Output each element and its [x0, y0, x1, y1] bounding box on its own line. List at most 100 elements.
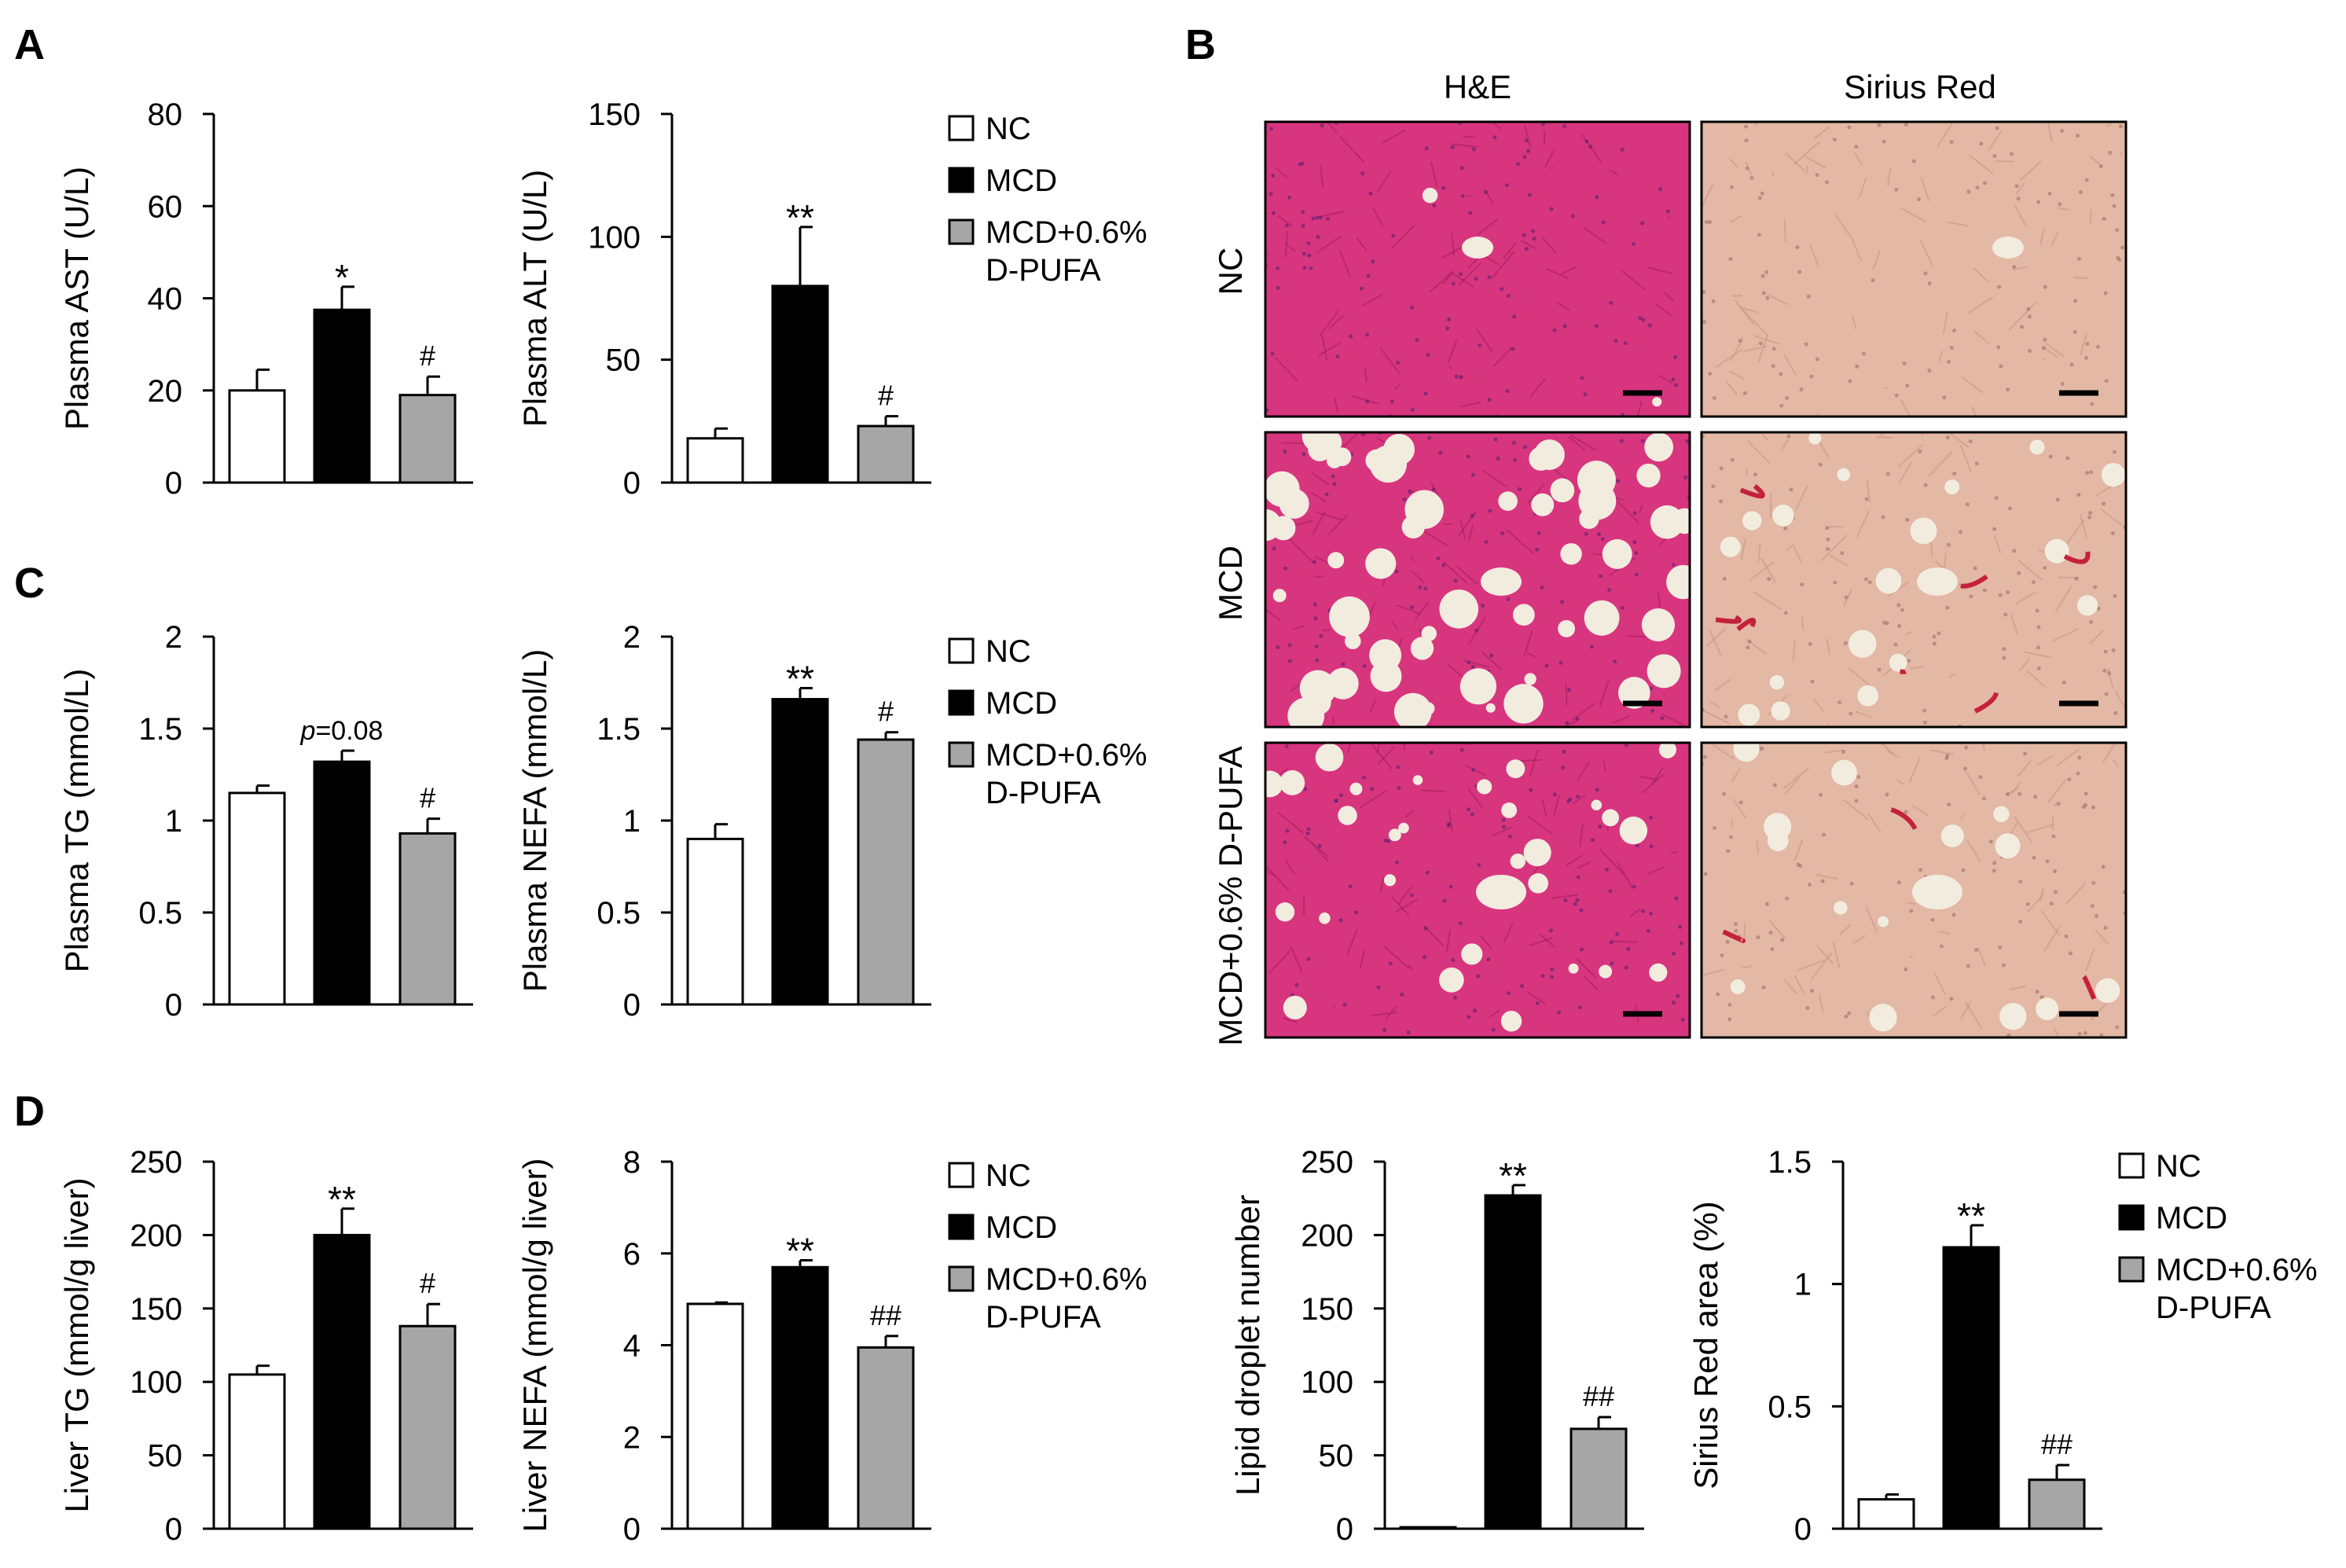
tissue-nucleus [1511, 440, 1516, 445]
tissue-strand [2012, 266, 2028, 270]
tissue-strand [2073, 277, 2088, 280]
tissue-strand [1746, 468, 1749, 476]
significance-label: ** [328, 1179, 356, 1220]
tissue-nucleus [1783, 526, 1788, 531]
y-axis-label: Liver TG (mmol/g liver) [58, 1177, 95, 1512]
tissue-nucleus [1361, 775, 1366, 780]
tissue-nucleus [2103, 291, 2108, 296]
tissue-strand [1639, 505, 1643, 513]
lipid-droplet [1944, 479, 1960, 495]
tissue-nucleus [1722, 576, 1727, 581]
tissue-nucleus [1450, 145, 1455, 149]
tissue-nucleus [1535, 1001, 1540, 1006]
tissue-nucleus [1565, 721, 1570, 725]
tissue-nucleus [1671, 377, 1676, 382]
tissue-nucleus [1712, 395, 1716, 400]
tissue-nucleus [1757, 196, 1762, 200]
tissue-nucleus [1526, 149, 1531, 153]
tissue-nucleus [1825, 526, 1830, 531]
tissue-nucleus [1877, 667, 1882, 672]
bar-mcd [771, 1265, 829, 1530]
tissue-nucleus [2049, 902, 2054, 906]
tissue-nucleus [1797, 270, 1802, 274]
tissue-nucleus [1505, 389, 1510, 394]
tissue-strand [1370, 699, 1376, 713]
tissue-nucleus [1847, 125, 1852, 130]
tissue-nucleus [1742, 391, 1747, 395]
tissue-nucleus [1634, 572, 1639, 577]
tissue-nucleus [1459, 375, 1463, 380]
tissue-nucleus [2028, 348, 2032, 353]
tissue-strand [1571, 702, 1595, 721]
tissue-strand [1743, 923, 1746, 940]
tissue-nucleus [1458, 272, 1463, 277]
tissue-strand [1359, 789, 1388, 809]
tissue-strand [2053, 803, 2058, 806]
tissue-strand [2100, 508, 2123, 527]
lipid-droplet [2095, 978, 2120, 1004]
tissue-nucleus [2089, 470, 2094, 475]
tissue-nucleus [2005, 387, 2010, 392]
tissue-nucleus [1319, 633, 1324, 638]
tissue-nucleus [1588, 144, 1593, 149]
tissue-nucleus [1882, 620, 1887, 625]
tissue-strand [1712, 744, 1735, 760]
tissue-nucleus [1313, 602, 1317, 607]
tissue-nucleus [1904, 967, 1908, 971]
tissue-strand [1843, 799, 1869, 821]
lipid-droplet [1619, 816, 1648, 845]
tissue-strand [1376, 743, 1381, 755]
tissue-nucleus [1342, 1002, 1347, 1007]
tissue-nucleus [1316, 234, 1320, 239]
tissue-nucleus [1844, 595, 1849, 600]
bar-mcd-dpufa [1570, 1427, 1628, 1530]
tissue-nucleus [1904, 810, 1908, 814]
tissue-strand [1704, 968, 1725, 976]
legend-4: NC MCD MCD+0.6% D-PUFA [2118, 1149, 2318, 1325]
tissue-strand [1565, 854, 1583, 867]
tissue-nucleus [1575, 717, 1580, 722]
chart-tg: 0 0.5 1 1.5 2 Plasma TG (mmol/L) p=0.08 # [58, 620, 473, 1023]
tissue-nucleus [1507, 991, 1511, 996]
tissue-nucleus [1467, 660, 1471, 665]
tissue-nucleus [1771, 364, 1775, 369]
lipid-droplet [1837, 468, 1851, 482]
tissue-nucleus [1540, 586, 1544, 590]
tissue-nucleus [2115, 1025, 2120, 1030]
lipid-droplet [1401, 515, 1425, 539]
lipid-droplet [2036, 997, 2059, 1021]
tissue-nucleus [1309, 266, 1313, 270]
tissue-nucleus [2023, 751, 2028, 756]
y-tick-label: 50 [1319, 1439, 1354, 1474]
tissue-strand [2051, 815, 2054, 830]
lipid-droplet [1808, 432, 1822, 445]
lipid-droplet [1461, 943, 1483, 965]
lipid-droplet [1995, 833, 2021, 859]
tissue-strand [1761, 433, 1768, 441]
tissue-nucleus [2112, 450, 2117, 454]
tissue-nucleus [1580, 376, 1584, 380]
legend-1: NC MCD MCD+0.6%D-PUFA [948, 112, 1147, 288]
bar-nc [686, 437, 744, 484]
tissue-nucleus [1467, 1015, 1471, 1019]
tissue-nucleus [1907, 659, 1911, 663]
tissue-strand [1318, 342, 1341, 357]
tissue-strand [2065, 519, 2085, 545]
significance-label: * [335, 257, 349, 298]
tissue-nucleus [1284, 744, 1289, 749]
lipid-droplet [1370, 660, 1402, 692]
tissue-strand [2026, 670, 2046, 688]
y-tick-label: 0 [623, 466, 641, 501]
tissue-nucleus [1552, 792, 1557, 797]
lipid-droplet [1485, 703, 1496, 713]
tissue-nucleus [1535, 547, 1540, 552]
panel-letter-c: C [14, 560, 45, 607]
tissue-nucleus [1820, 879, 1825, 883]
tissue-nucleus [2006, 590, 2010, 595]
tissue-nucleus [1349, 334, 1353, 339]
tissue-nucleus [2103, 925, 2108, 930]
tissue-strand [2039, 227, 2045, 246]
tissue-nucleus [1983, 181, 1988, 185]
tissue-strand [1739, 306, 1758, 314]
tissue-nucleus [1365, 332, 1370, 337]
